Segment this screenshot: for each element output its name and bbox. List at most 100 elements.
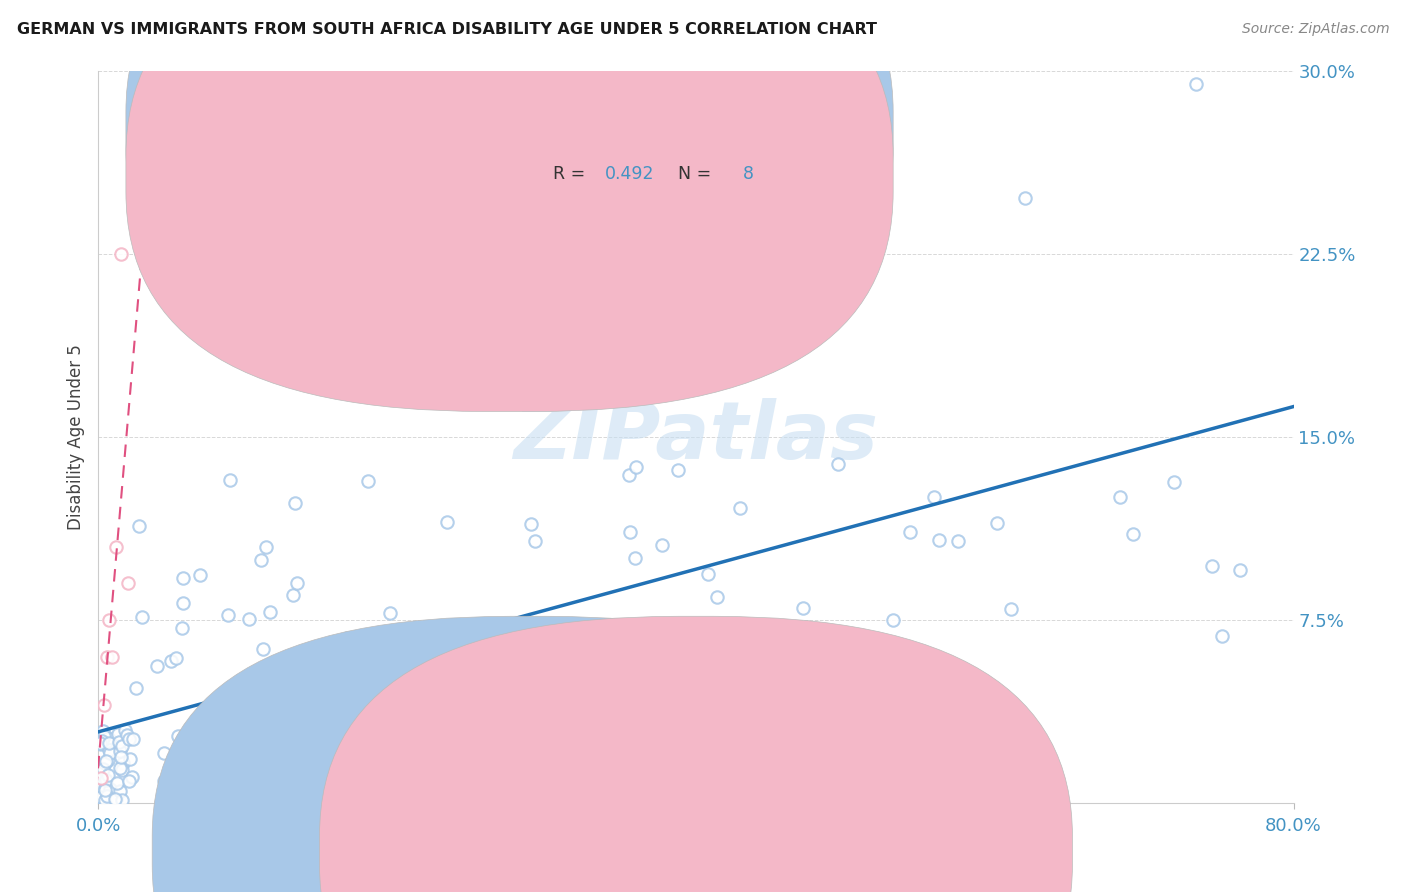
- Point: [728, 501, 751, 516]
- Point: [167, 729, 190, 743]
- Point: [89, 736, 111, 750]
- Point: [111, 792, 134, 806]
- Point: [96, 789, 118, 803]
- Point: [336, 631, 359, 645]
- Point: [285, 576, 308, 591]
- Point: [105, 776, 128, 790]
- Text: Germans: Germans: [561, 841, 637, 859]
- Point: [1201, 559, 1223, 574]
- Point: [252, 641, 274, 656]
- Point: [107, 727, 129, 741]
- Point: [1122, 526, 1144, 541]
- Point: [922, 490, 945, 504]
- Point: [827, 457, 849, 471]
- Point: [96, 738, 118, 752]
- Point: [188, 567, 211, 582]
- Point: [97, 731, 120, 746]
- Point: [250, 553, 273, 567]
- Point: [98, 732, 121, 747]
- Point: [115, 728, 138, 742]
- Point: [666, 463, 689, 477]
- Point: [114, 723, 136, 738]
- Point: [697, 566, 720, 581]
- Point: [1211, 629, 1233, 643]
- FancyBboxPatch shape: [319, 616, 1073, 892]
- Point: [111, 739, 134, 753]
- Point: [91, 762, 114, 776]
- Y-axis label: Disability Age Under 5: Disability Age Under 5: [66, 344, 84, 530]
- Text: 130: 130: [733, 121, 765, 139]
- Point: [90, 778, 112, 792]
- Text: 0.565: 0.565: [605, 121, 655, 139]
- Point: [98, 781, 121, 796]
- Point: [160, 791, 183, 805]
- FancyBboxPatch shape: [457, 90, 827, 214]
- Text: N =: N =: [678, 121, 717, 139]
- Point: [98, 736, 121, 750]
- Point: [91, 790, 114, 805]
- Point: [110, 750, 132, 764]
- Text: N =: N =: [678, 165, 717, 183]
- Point: [104, 791, 127, 805]
- Point: [217, 608, 239, 623]
- Text: Immigrants from South Africa: Immigrants from South Africa: [728, 841, 973, 859]
- Point: [357, 475, 380, 489]
- Point: [165, 651, 187, 665]
- Point: [153, 785, 176, 799]
- Point: [375, 648, 398, 662]
- Point: [98, 742, 121, 756]
- Point: [97, 768, 120, 782]
- Point: [98, 747, 121, 761]
- Point: [170, 621, 193, 635]
- Point: [108, 744, 131, 758]
- FancyBboxPatch shape: [152, 616, 905, 892]
- Point: [898, 525, 921, 540]
- Point: [110, 247, 132, 261]
- FancyBboxPatch shape: [127, 0, 893, 368]
- Point: [160, 654, 183, 668]
- Point: [1163, 475, 1185, 489]
- Point: [882, 613, 904, 627]
- Point: [436, 515, 458, 529]
- Point: [94, 791, 117, 805]
- Point: [118, 774, 141, 789]
- Point: [145, 659, 167, 673]
- Point: [122, 731, 145, 746]
- Point: [94, 774, 117, 789]
- Point: [543, 628, 565, 642]
- Point: [94, 793, 117, 807]
- Point: [91, 733, 114, 747]
- Point: [510, 683, 533, 698]
- Point: [1229, 563, 1251, 577]
- Point: [91, 724, 114, 739]
- Point: [619, 524, 641, 539]
- Point: [93, 729, 115, 743]
- Point: [1000, 602, 1022, 616]
- Point: [813, 632, 835, 646]
- Point: [94, 756, 117, 770]
- Point: [111, 763, 134, 777]
- Point: [259, 605, 281, 619]
- Point: [624, 551, 647, 566]
- Text: ZIPatlas: ZIPatlas: [513, 398, 879, 476]
- Point: [238, 612, 260, 626]
- Point: [104, 791, 127, 805]
- Text: GERMAN VS IMMIGRANTS FROM SOUTH AFRICA DISABILITY AGE UNDER 5 CORRELATION CHART: GERMAN VS IMMIGRANTS FROM SOUTH AFRICA D…: [17, 22, 877, 37]
- Point: [928, 533, 950, 548]
- Point: [1014, 191, 1036, 205]
- Point: [101, 649, 124, 664]
- Point: [105, 540, 128, 554]
- Point: [108, 784, 131, 798]
- Point: [96, 781, 118, 796]
- Point: [97, 753, 120, 767]
- Point: [97, 613, 120, 627]
- Point: [93, 781, 115, 796]
- Point: [94, 773, 117, 788]
- Point: [523, 534, 546, 549]
- Point: [172, 596, 194, 610]
- Text: Source: ZipAtlas.com: Source: ZipAtlas.com: [1241, 22, 1389, 37]
- Point: [117, 732, 139, 747]
- Point: [792, 601, 814, 615]
- Point: [986, 516, 1008, 530]
- Point: [108, 761, 131, 775]
